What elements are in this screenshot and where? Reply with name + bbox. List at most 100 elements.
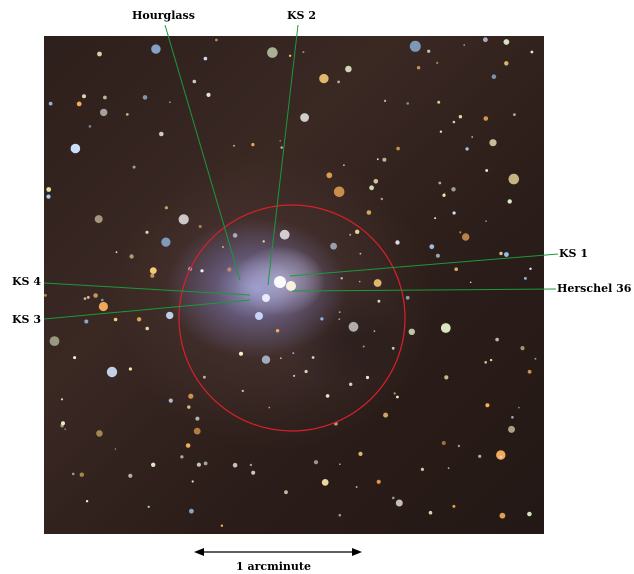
star [485, 403, 490, 408]
star [60, 398, 64, 401]
star [88, 125, 92, 128]
star [46, 187, 52, 192]
star [513, 113, 516, 116]
star [369, 185, 374, 191]
star [84, 319, 89, 324]
star [441, 441, 446, 445]
star [249, 463, 253, 467]
star [304, 369, 308, 374]
star [192, 79, 197, 84]
star [447, 467, 450, 470]
star [462, 233, 470, 241]
star [203, 56, 208, 61]
star [49, 336, 60, 346]
star [348, 321, 359, 332]
star [507, 199, 512, 204]
pointer-line-ks2 [267, 24, 299, 286]
star [458, 115, 463, 119]
star [437, 100, 441, 104]
star [222, 246, 224, 248]
star [359, 252, 362, 255]
star [396, 395, 399, 399]
star [48, 101, 53, 106]
star [439, 130, 443, 133]
star [527, 369, 532, 374]
star [284, 490, 288, 495]
star [145, 326, 149, 331]
star [313, 460, 319, 465]
star [115, 251, 118, 254]
label-hourglass: Hourglass [132, 9, 195, 22]
scale-bar-arrowhead-right [352, 548, 362, 556]
star [164, 206, 168, 210]
star [362, 345, 365, 348]
star [82, 94, 86, 99]
star [159, 131, 164, 137]
star [452, 211, 456, 215]
star [251, 470, 256, 475]
star [189, 508, 194, 514]
star [71, 472, 75, 476]
star [70, 143, 81, 154]
star [383, 412, 389, 418]
star [392, 496, 395, 500]
star [292, 352, 295, 355]
star [279, 229, 290, 240]
label-ks3: KS 3 [12, 313, 41, 326]
star [373, 330, 376, 332]
star [499, 512, 506, 519]
star [529, 267, 532, 270]
star [382, 157, 387, 162]
star [534, 357, 537, 360]
star [520, 346, 525, 351]
star [491, 74, 497, 79]
star [97, 51, 102, 57]
star [151, 44, 161, 54]
star [279, 357, 282, 360]
star [136, 317, 142, 322]
star [196, 462, 201, 467]
star [241, 389, 244, 393]
star [489, 139, 497, 147]
star [496, 450, 506, 460]
star [261, 355, 271, 364]
star [436, 61, 439, 65]
star [408, 328, 415, 335]
star [499, 251, 503, 256]
star [457, 444, 461, 448]
star [147, 505, 150, 508]
star [326, 172, 333, 179]
star [64, 428, 66, 431]
star [73, 356, 77, 360]
star [330, 242, 337, 250]
star [508, 425, 515, 433]
star [46, 194, 51, 199]
star [94, 215, 103, 224]
star [391, 346, 395, 350]
star [393, 392, 396, 395]
pointer-line-ks3 [43, 299, 251, 320]
star [358, 280, 361, 283]
star [96, 430, 103, 437]
star [373, 279, 382, 287]
star [251, 143, 255, 147]
star [405, 295, 410, 300]
label-ks2: KS 2 [287, 9, 316, 22]
star [321, 479, 329, 486]
star [60, 424, 64, 428]
core-star [262, 294, 270, 302]
star [319, 73, 329, 84]
star [384, 99, 387, 102]
star [275, 329, 280, 333]
star [485, 220, 487, 223]
star [169, 101, 171, 103]
star [409, 40, 421, 52]
star [340, 277, 343, 280]
star [198, 225, 202, 228]
star [442, 193, 446, 197]
star [101, 298, 104, 302]
star [349, 382, 353, 386]
star [279, 140, 281, 142]
star [293, 374, 296, 377]
